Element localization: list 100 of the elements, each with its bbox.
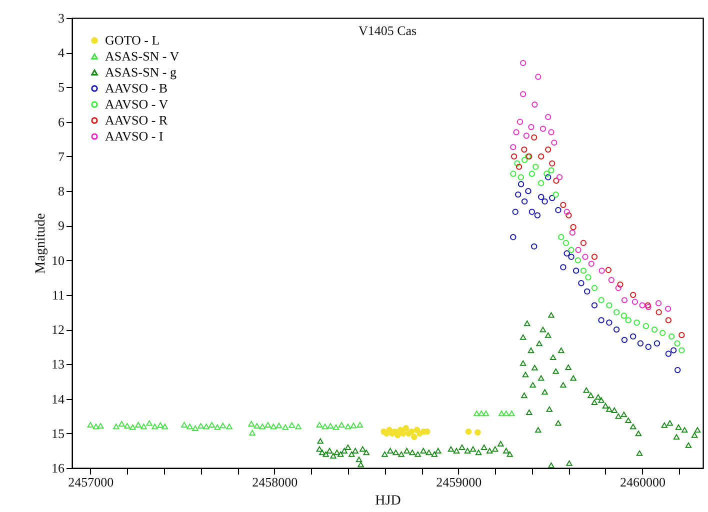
point — [655, 300, 662, 306]
point — [282, 424, 289, 430]
point — [157, 422, 164, 428]
point — [511, 153, 518, 160]
chart-title: V1405 Cas — [358, 23, 417, 38]
point — [617, 281, 624, 288]
point — [606, 302, 612, 308]
point — [555, 207, 562, 214]
point — [637, 340, 644, 346]
point — [515, 191, 522, 198]
y-tick-label: 8 — [58, 184, 64, 199]
point — [220, 422, 226, 428]
point — [591, 284, 598, 292]
point — [584, 288, 590, 295]
point — [538, 153, 544, 160]
point — [659, 330, 666, 336]
point — [598, 317, 604, 324]
point — [276, 422, 282, 428]
point — [295, 424, 302, 430]
point — [87, 422, 94, 428]
point — [608, 276, 614, 284]
point — [135, 422, 142, 428]
point — [518, 174, 524, 180]
point — [588, 260, 594, 267]
point — [192, 425, 198, 431]
point — [516, 118, 524, 125]
point — [510, 234, 516, 240]
x-axis-title: HJD — [375, 494, 401, 508]
y-tick-label: 4 — [58, 45, 65, 60]
point — [510, 170, 516, 177]
y-tick-label: 3 — [58, 10, 64, 26]
point — [181, 422, 188, 428]
point — [542, 198, 548, 205]
point — [270, 424, 277, 430]
x-tick-label: 2459000 — [436, 474, 482, 490]
point — [568, 254, 574, 260]
point — [521, 156, 528, 163]
point — [532, 164, 539, 170]
legend-label: AAVSO - R — [105, 112, 168, 128]
point — [521, 146, 528, 153]
point — [528, 208, 536, 215]
point — [520, 91, 526, 98]
point — [516, 164, 522, 170]
point — [482, 410, 490, 416]
point — [678, 347, 685, 354]
point — [525, 188, 532, 194]
y-tick-label: 14 — [52, 391, 65, 406]
point — [620, 312, 627, 319]
point — [322, 424, 328, 430]
point — [665, 350, 672, 357]
point — [551, 140, 558, 146]
point — [591, 302, 598, 308]
point — [585, 274, 592, 280]
point — [574, 257, 581, 264]
point — [498, 410, 505, 416]
point — [162, 424, 168, 430]
point — [670, 347, 677, 354]
point — [402, 425, 410, 432]
point — [575, 246, 582, 253]
point — [639, 302, 646, 308]
point — [544, 170, 550, 177]
point — [630, 333, 636, 340]
point — [580, 240, 586, 246]
point — [518, 181, 524, 188]
y-tick-label: 9 — [58, 218, 64, 234]
point — [545, 174, 552, 180]
point — [146, 420, 152, 426]
point — [316, 422, 323, 428]
point — [92, 424, 100, 430]
point — [664, 306, 672, 312]
point — [344, 424, 352, 430]
point — [674, 366, 681, 374]
point — [562, 240, 570, 246]
point — [512, 208, 518, 215]
point — [630, 292, 636, 298]
point — [400, 430, 406, 437]
point — [558, 234, 564, 240]
legend-label: AAVSO - V — [105, 96, 169, 112]
point — [642, 323, 650, 330]
point — [356, 422, 364, 428]
point — [508, 410, 515, 416]
point — [531, 243, 538, 250]
point — [118, 420, 125, 426]
point — [598, 297, 604, 304]
point — [613, 309, 620, 316]
point — [578, 280, 584, 286]
point — [534, 212, 541, 218]
point — [140, 424, 147, 430]
point — [621, 297, 628, 304]
point — [621, 336, 628, 344]
point — [549, 194, 556, 202]
point — [548, 167, 554, 174]
point — [513, 129, 520, 136]
point — [548, 129, 554, 136]
y-tick-label: 6 — [58, 114, 65, 130]
point — [566, 212, 572, 218]
point — [327, 422, 334, 429]
point — [465, 428, 472, 435]
point — [528, 170, 535, 177]
y-tick-label: 15 — [52, 426, 64, 441]
